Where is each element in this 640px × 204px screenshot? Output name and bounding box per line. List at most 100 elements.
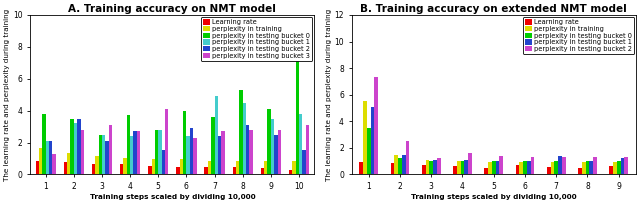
Y-axis label: The learning rate and perplexity during training: The learning rate and perplexity during … xyxy=(326,9,332,181)
Bar xyxy=(527,161,531,174)
Bar xyxy=(299,114,302,174)
Bar xyxy=(264,161,268,174)
Bar xyxy=(402,155,406,174)
Bar xyxy=(134,131,137,174)
Bar xyxy=(243,103,246,174)
Bar xyxy=(214,96,218,174)
Bar xyxy=(165,109,168,174)
Bar xyxy=(374,77,378,174)
Bar xyxy=(484,168,488,174)
Bar xyxy=(239,90,243,174)
Y-axis label: The learning rate and perplexity during training: The learning rate and perplexity during … xyxy=(4,9,10,181)
Bar xyxy=(519,162,523,174)
Bar xyxy=(523,161,527,174)
Bar xyxy=(42,114,45,174)
Bar xyxy=(453,166,457,174)
Bar xyxy=(74,123,77,174)
Bar xyxy=(124,158,127,174)
Bar xyxy=(578,168,582,174)
Bar xyxy=(99,135,102,174)
Bar xyxy=(406,141,410,174)
Bar xyxy=(433,160,437,174)
Bar xyxy=(586,161,589,174)
Bar xyxy=(609,166,613,174)
Bar xyxy=(562,157,566,174)
Bar xyxy=(49,141,52,174)
X-axis label: Training steps scaled by dividing 10,000: Training steps scaled by dividing 10,000 xyxy=(411,194,577,200)
Bar xyxy=(155,130,158,174)
Bar xyxy=(499,156,503,174)
Bar xyxy=(278,130,281,174)
Legend: Learning rate, perplexity in training, perplexity in testing bucket 0, perplexit: Learning rate, perplexity in training, p… xyxy=(522,17,634,54)
Bar xyxy=(302,151,306,174)
Bar xyxy=(394,155,398,174)
X-axis label: Training steps scaled by dividing 10,000: Training steps scaled by dividing 10,000 xyxy=(90,194,255,200)
Title: A. Training accuracy on NMT model: A. Training accuracy on NMT model xyxy=(68,4,276,14)
Bar xyxy=(236,161,239,174)
Bar xyxy=(554,161,558,174)
Bar xyxy=(624,157,628,174)
Bar xyxy=(221,131,225,174)
Bar xyxy=(250,130,253,174)
Bar xyxy=(45,141,49,174)
Bar xyxy=(457,161,461,174)
Bar xyxy=(109,125,112,174)
Bar xyxy=(429,161,433,174)
Bar xyxy=(67,153,70,174)
Bar xyxy=(516,165,519,174)
Bar xyxy=(461,161,465,174)
Bar xyxy=(102,135,106,174)
Bar xyxy=(367,128,371,174)
Bar xyxy=(52,154,56,174)
Bar xyxy=(183,111,186,174)
Bar xyxy=(77,119,81,174)
Bar xyxy=(589,161,593,174)
Bar xyxy=(488,162,492,174)
Bar xyxy=(390,163,394,174)
Bar xyxy=(158,130,162,174)
Bar xyxy=(208,161,211,174)
Bar xyxy=(531,157,534,174)
Bar xyxy=(137,131,140,174)
Bar xyxy=(95,156,99,174)
Bar xyxy=(92,164,95,174)
Bar xyxy=(162,151,165,174)
Bar xyxy=(36,161,39,174)
Bar xyxy=(437,159,440,174)
Bar xyxy=(190,128,193,174)
Bar xyxy=(274,135,278,174)
Bar xyxy=(306,125,309,174)
Bar xyxy=(130,136,134,174)
Bar xyxy=(296,40,299,174)
Bar xyxy=(465,160,468,174)
Bar xyxy=(547,167,550,174)
Bar xyxy=(64,162,67,174)
Bar xyxy=(70,119,74,174)
Bar xyxy=(268,109,271,174)
Bar xyxy=(193,138,196,174)
Bar xyxy=(289,170,292,174)
Bar xyxy=(180,159,183,174)
Bar xyxy=(120,164,124,174)
Bar xyxy=(232,167,236,174)
Bar xyxy=(218,136,221,174)
Bar xyxy=(260,168,264,174)
Bar xyxy=(292,161,296,174)
Bar xyxy=(39,148,42,174)
Bar xyxy=(492,161,495,174)
Bar xyxy=(582,162,586,174)
Bar xyxy=(422,165,426,174)
Bar xyxy=(246,125,250,174)
Bar xyxy=(558,156,562,174)
Bar xyxy=(495,161,499,174)
Bar xyxy=(106,141,109,174)
Legend: Learning rate, perplexity in training, perplexity in testing bucket 0, perplexit: Learning rate, perplexity in training, p… xyxy=(201,17,312,61)
Bar xyxy=(617,161,621,174)
Bar xyxy=(148,166,152,174)
Bar xyxy=(152,159,155,174)
Bar xyxy=(360,162,363,174)
Bar xyxy=(81,130,84,174)
Bar xyxy=(398,159,402,174)
Bar xyxy=(186,136,190,174)
Bar xyxy=(204,167,208,174)
